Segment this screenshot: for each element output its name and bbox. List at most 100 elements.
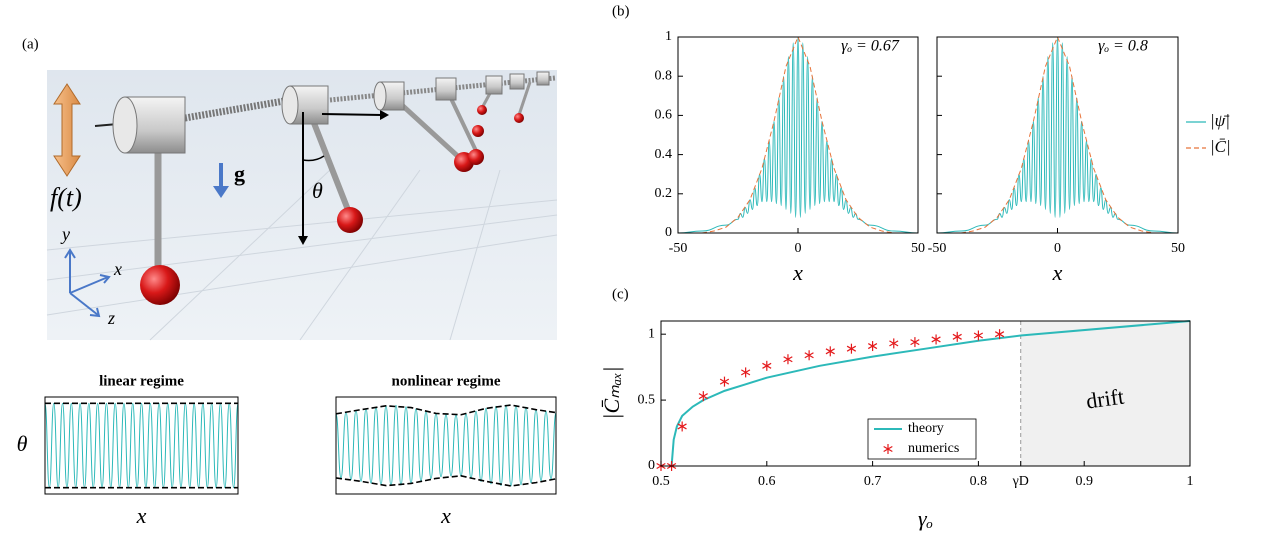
marker-stroke: [719, 378, 730, 385]
marker: [973, 330, 984, 341]
x-tick-label: 0: [1054, 241, 1061, 256]
axes-frame: [335, 396, 557, 495]
y-tick-label: 1: [665, 29, 672, 44]
series-line: [937, 35, 1178, 234]
illustration-label: f(t): [50, 183, 82, 212]
axes-frame: [44, 396, 239, 495]
marker-stroke: [889, 340, 899, 347]
marker: [910, 337, 920, 348]
x-tick-label: 0.7: [864, 474, 882, 489]
marker-stroke: [931, 336, 941, 343]
marker-stroke: [883, 445, 893, 453]
marker: [762, 360, 772, 371]
series-line: [670, 320, 1190, 467]
illustration-label: y: [60, 224, 70, 244]
legend-label: numerics: [908, 441, 959, 456]
marker-stroke: [994, 331, 1005, 338]
marker: [783, 354, 793, 365]
chart-title: nonlinear regime: [391, 373, 500, 389]
marker: [867, 341, 878, 352]
floor-grid: [46, 169, 558, 341]
marker-stroke: [846, 345, 857, 352]
marker: [804, 350, 814, 361]
plot-area: [336, 397, 556, 494]
y-axis-label: θ: [17, 431, 28, 456]
legend-label: |C̄|: [1210, 137, 1231, 156]
x-tick-label: -50: [669, 241, 688, 256]
x-axis-label: x: [1052, 260, 1063, 285]
marker: [719, 376, 730, 387]
plot-area: [45, 397, 238, 494]
marker: [846, 343, 857, 354]
pendulum: [112, 96, 186, 305]
marker-stroke: [952, 333, 962, 340]
y-tick-label: 0.5: [638, 392, 656, 407]
series-line: [45, 402, 238, 489]
series-line: [336, 404, 556, 416]
annotation: γₒ = 0.8: [1098, 38, 1148, 55]
x-axis-label: x: [792, 260, 803, 285]
legend-marker: [883, 444, 893, 454]
annotation: γₒ = 0.67: [841, 38, 900, 55]
region-shade: [1020, 321, 1190, 466]
marker-stroke: [741, 369, 751, 376]
plot-area: [678, 37, 918, 233]
illustration-label: x: [113, 259, 122, 279]
marker-stroke: [698, 393, 708, 400]
panel-label: (c): [612, 286, 629, 302]
series-line: [678, 35, 918, 234]
chart-title: linear regime: [99, 373, 184, 389]
x-tick-label: 50: [911, 241, 925, 256]
legend-label: theory: [908, 421, 944, 436]
plot-area: [937, 37, 1178, 233]
marker: [994, 329, 1005, 340]
y-axis-label: |C̄ₘₐₓ|: [599, 366, 624, 419]
x-axis-label: x: [136, 503, 147, 528]
marker: [741, 367, 751, 378]
x-tick-label: 0.5: [652, 474, 670, 489]
y-tick-label: 0: [665, 225, 672, 240]
axes-frame: [936, 36, 1179, 234]
marker-stroke: [825, 348, 835, 355]
x-tick-label: 50: [1171, 241, 1185, 256]
forcing-arrow: [53, 83, 81, 177]
y-tick-label: 0: [648, 458, 655, 473]
x-axis-label: γₒ: [918, 506, 933, 531]
x-tick-label: -50: [928, 241, 947, 256]
marker-stroke: [910, 339, 920, 346]
illustration-label: z: [107, 308, 115, 328]
pendulum: [477, 71, 550, 123]
marker: [825, 346, 835, 357]
axes-frame: [677, 36, 919, 234]
y-tick-label: 0.2: [655, 186, 673, 201]
x-tick-label: 1: [1187, 474, 1194, 489]
panel-label: (b): [612, 3, 630, 19]
marker: [931, 334, 941, 345]
illustration: f(t) g θ y x z: [46, 70, 558, 341]
marker: [889, 338, 899, 349]
x-tick-label: 0.6: [758, 474, 776, 489]
x-tick-label: γD: [1012, 474, 1029, 489]
marker-stroke: [804, 352, 814, 359]
marker-stroke: [677, 423, 687, 430]
gravity-arrow-head: [213, 186, 229, 198]
y-tick-label: 1: [648, 326, 655, 341]
legend-label: |ψ̄|: [1210, 111, 1230, 130]
axes-triad: [64, 248, 111, 318]
illustration-label: θ: [312, 178, 323, 203]
x-tick-label: 0.8: [970, 474, 988, 489]
marker-stroke: [973, 332, 984, 339]
axes-frame: [660, 320, 1191, 467]
x-tick-label: 0.9: [1075, 474, 1093, 489]
y-tick-label: 0.4: [655, 147, 673, 162]
marker-stroke: [783, 356, 793, 363]
y-tick-label: 0.8: [655, 68, 673, 83]
x-tick-label: 0: [795, 241, 802, 256]
panel-label: (a): [22, 36, 39, 52]
marker-stroke: [762, 362, 772, 369]
illustration-label: g: [234, 161, 245, 186]
pendulum: [373, 81, 474, 172]
x-axis-label: x: [440, 503, 451, 528]
legend-box: [867, 418, 977, 460]
